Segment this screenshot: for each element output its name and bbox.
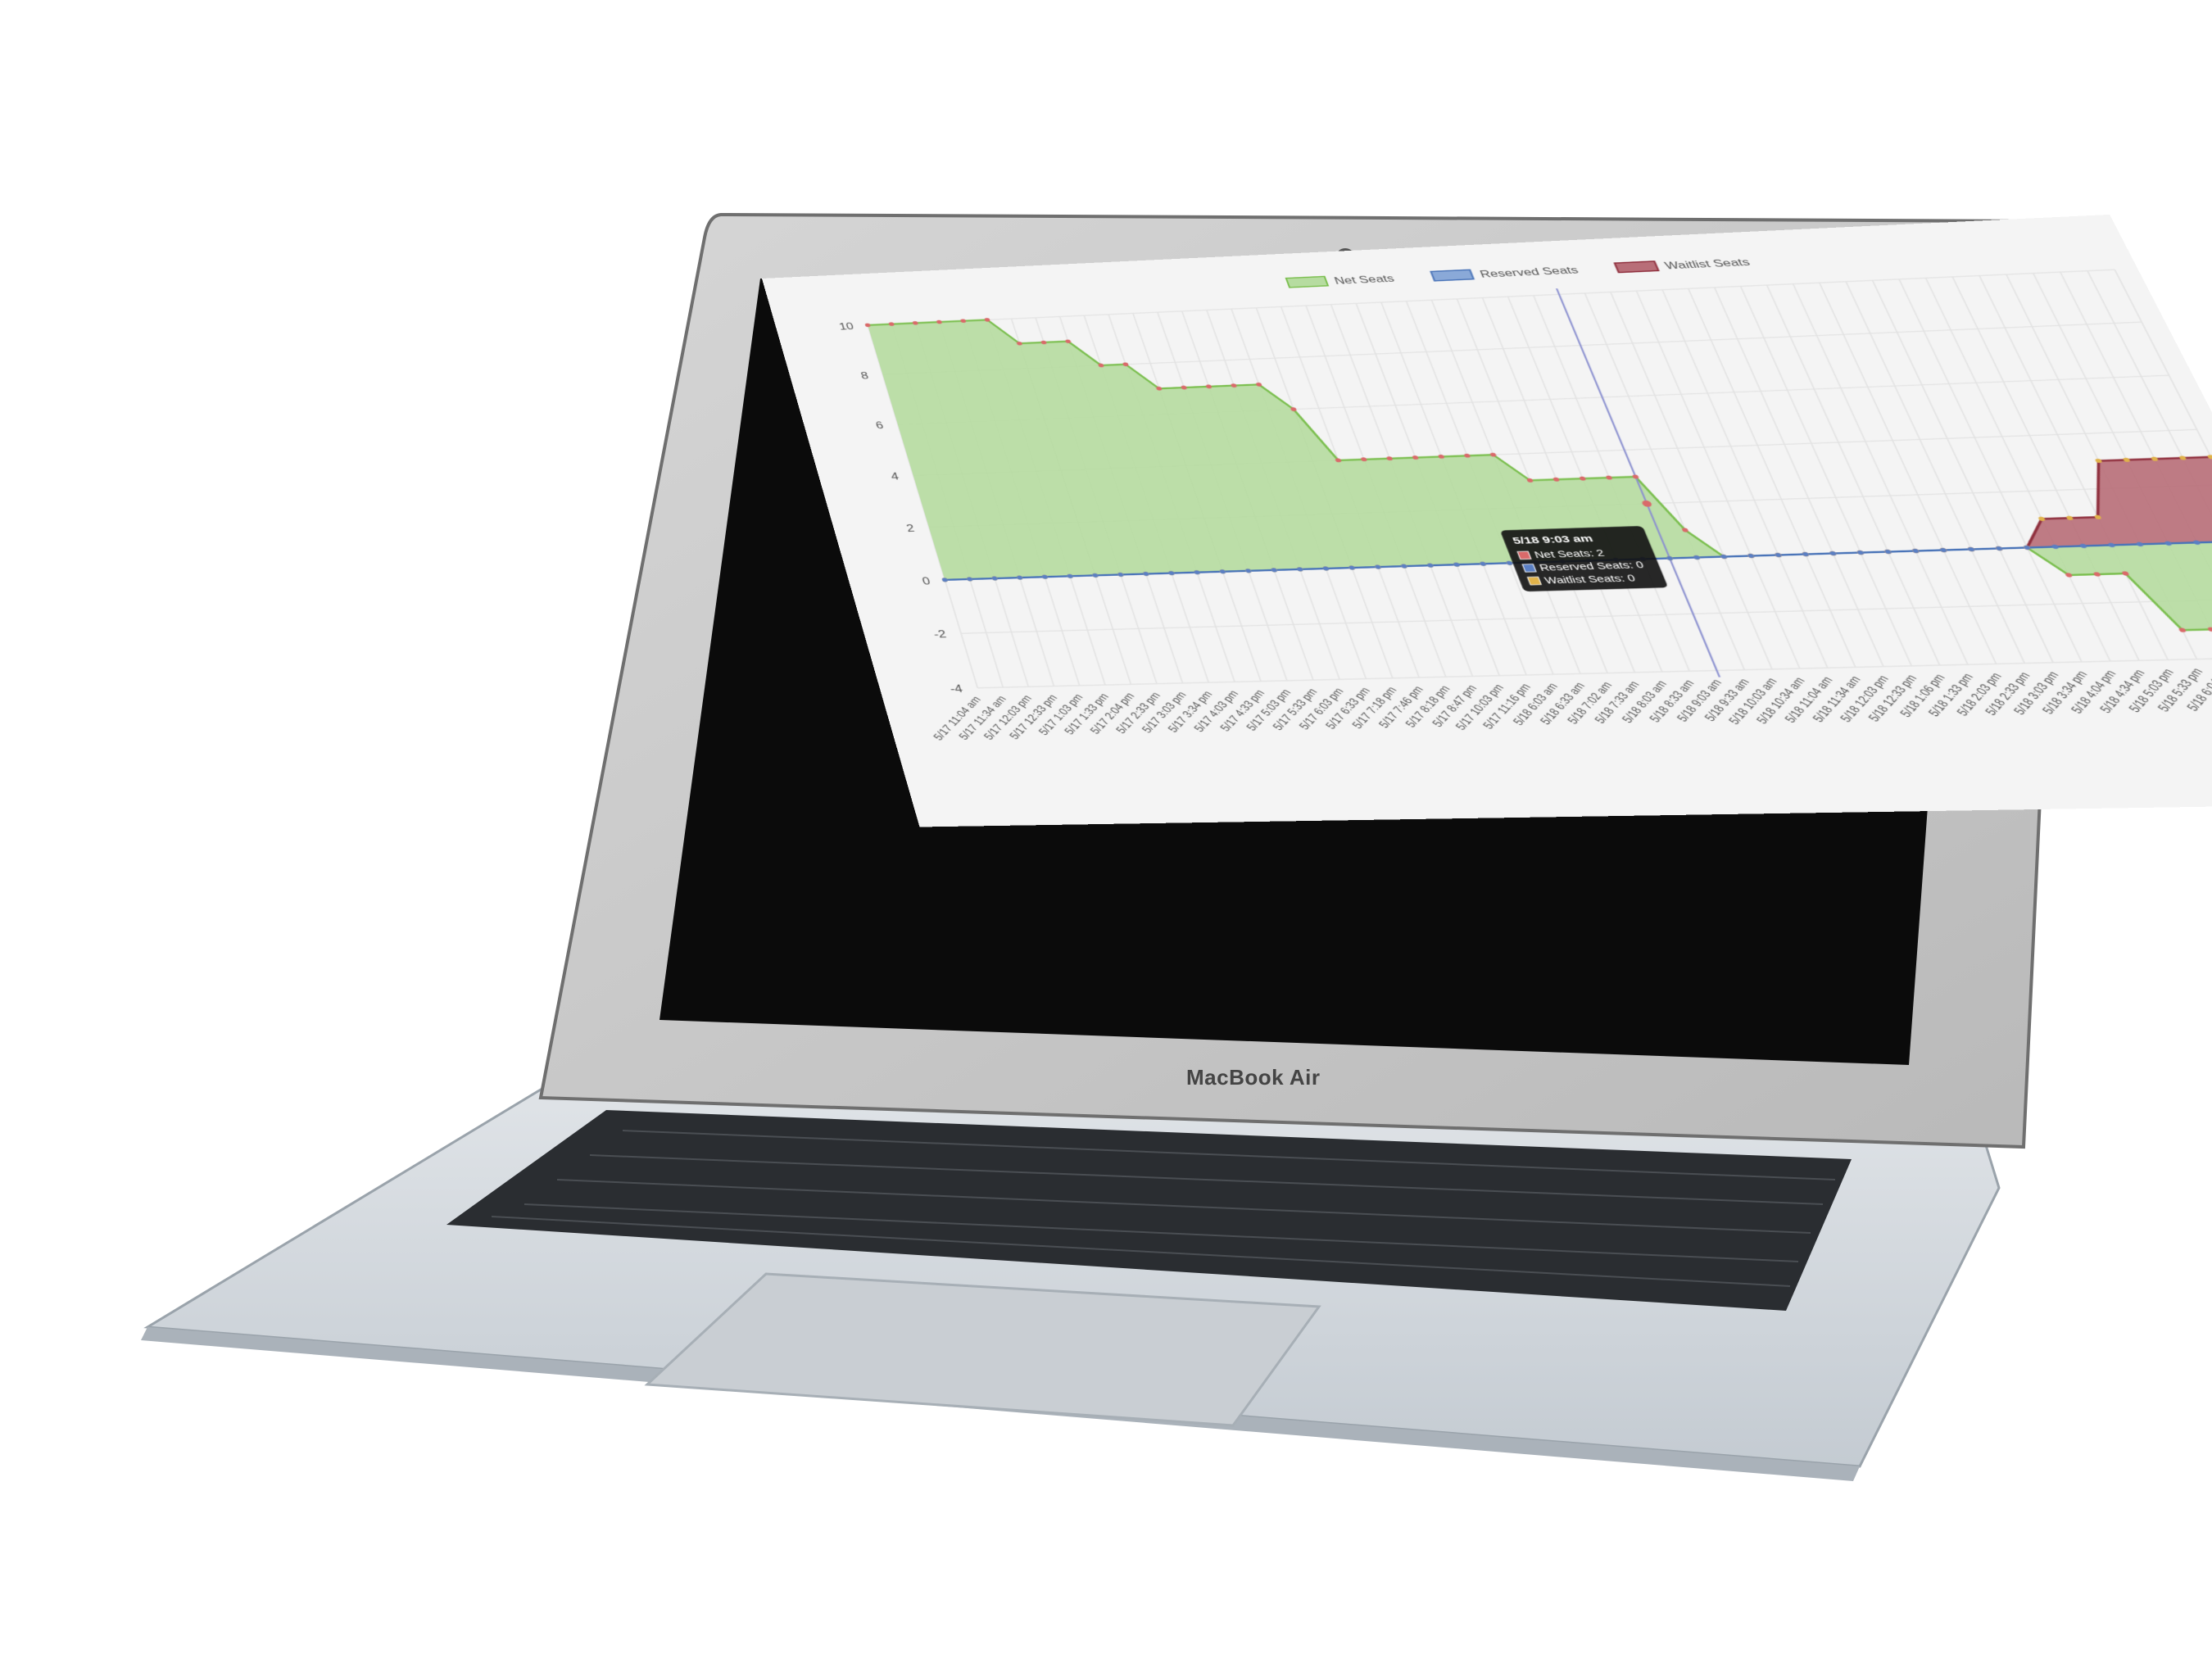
chart-svg: 1086420-2-45/17 11:04 am5/17 11:34 am5/1… bbox=[762, 215, 2212, 827]
legend-swatch bbox=[1286, 276, 1328, 287]
tooltip-line: Net Seats: 2 bbox=[1534, 549, 1607, 560]
chart-area: 10 8 6 4 2 0 -2 -4 5/17 11:04 am 5/17 11:34 am 5/1… bbox=[762, 215, 2212, 827]
legend-swatch bbox=[1615, 261, 1659, 273]
y-tick-label: 10 bbox=[837, 320, 854, 332]
legend-swatch bbox=[1431, 270, 1474, 281]
tooltip-title: 5/18 9:03 am bbox=[1511, 532, 1594, 546]
